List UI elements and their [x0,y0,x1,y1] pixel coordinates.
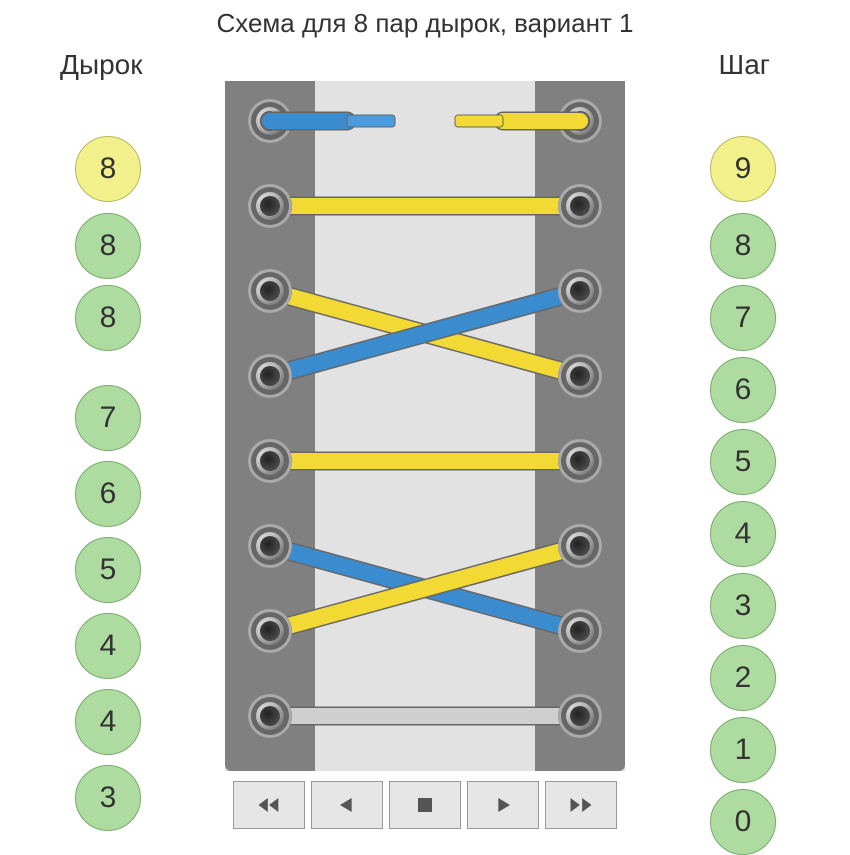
step-bubble[interactable]: 6 [75,461,141,527]
eyelet [558,354,602,398]
eyelet [248,354,292,398]
step-bubble[interactable]: 5 [710,429,776,495]
eyelet [558,99,602,143]
step-bubble[interactable]: 7 [75,385,141,451]
step-bubble[interactable]: 4 [75,613,141,679]
stop-button[interactable] [389,781,461,829]
left-header: Дырок [60,49,142,81]
step-bubble[interactable]: 5 [75,537,141,603]
eyelet [248,439,292,483]
step-bubble[interactable]: 8 [710,213,776,279]
eyelet [558,184,602,228]
prev-button[interactable] [311,781,383,829]
eyelet [558,269,602,313]
playback-controls [225,781,625,829]
step-bubble[interactable]: 3 [75,765,141,831]
eyelet [558,524,602,568]
step-bubble[interactable]: 8 [75,136,141,202]
step-bubble[interactable]: 8 [75,285,141,351]
step-bubble[interactable]: 1 [710,717,776,783]
eyelet [248,184,292,228]
step-bubble[interactable]: 9 [710,136,776,202]
eyelet [248,524,292,568]
eyelet [248,99,292,143]
step-bubble[interactable]: 0 [710,789,776,855]
eyelet [558,439,602,483]
eyelet [248,609,292,653]
step-bubble[interactable]: 2 [710,645,776,711]
title: Схема для 8 пар дырок, вариант 1 [0,0,850,41]
step-bubble[interactable]: 7 [710,285,776,351]
eyelet [248,694,292,738]
rewind-button[interactable] [233,781,305,829]
right-header: Шаг [719,49,770,81]
step-bubble[interactable]: 4 [710,501,776,567]
fastfwd-button[interactable] [545,781,617,829]
eyelet [558,694,602,738]
step-bubble[interactable]: 6 [710,357,776,423]
diagram-container: Дырок Шаг 888765443 9876543210 [0,41,850,841]
step-bubble[interactable]: 3 [710,573,776,639]
step-bubble[interactable]: 8 [75,213,141,279]
eyelet [248,269,292,313]
shoe-panel [225,81,625,771]
next-button[interactable] [467,781,539,829]
eyelet [558,609,602,653]
step-bubble[interactable]: 4 [75,689,141,755]
